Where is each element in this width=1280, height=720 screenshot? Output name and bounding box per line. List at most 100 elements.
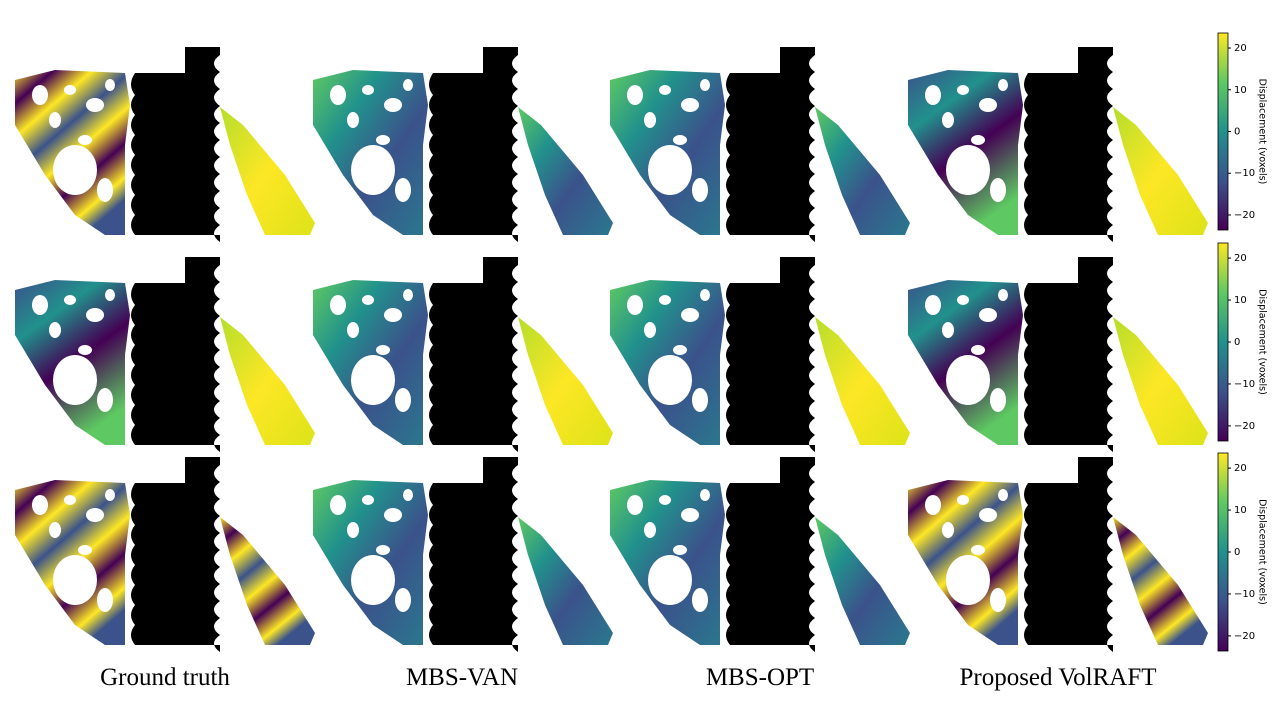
pore [700, 489, 710, 501]
pore [347, 322, 359, 338]
pore [362, 495, 374, 505]
pore [925, 85, 941, 105]
pore [49, 522, 61, 538]
pore [957, 495, 969, 505]
bone-right [220, 317, 315, 445]
bone-right [815, 107, 910, 235]
tick-label: 10 [1234, 505, 1247, 516]
tick-label: −10 [1234, 168, 1255, 179]
image-panel [610, 47, 910, 242]
image-panel [908, 257, 1208, 452]
column-label: MBS-VAN [406, 664, 518, 691]
image-panel [610, 457, 910, 652]
bone-right [1113, 107, 1208, 235]
pore [648, 145, 692, 195]
tick-label: −20 [1234, 210, 1255, 221]
pore [700, 79, 710, 91]
pore [97, 588, 113, 612]
bone-right [518, 317, 613, 445]
colorbar-label: Displacement (voxels) [1257, 499, 1268, 605]
pore [78, 545, 92, 555]
implant [429, 457, 518, 652]
pore [659, 295, 671, 305]
image-panel [313, 457, 613, 652]
implant [131, 457, 220, 652]
pore [990, 178, 1006, 202]
pore [644, 322, 656, 338]
pore [946, 145, 990, 195]
implant [1024, 47, 1113, 242]
pore [627, 85, 643, 105]
pore [673, 545, 687, 555]
pore [384, 98, 402, 112]
implant [1024, 257, 1113, 452]
image-panel [15, 257, 315, 452]
pore [330, 295, 346, 315]
tick-label: 0 [1234, 547, 1240, 558]
pore [942, 112, 954, 128]
pore [627, 495, 643, 515]
pore [97, 178, 113, 202]
implant [429, 47, 518, 242]
pore [673, 135, 687, 145]
bone-right [1113, 317, 1208, 445]
pore [659, 495, 671, 505]
tick-label: 0 [1234, 337, 1240, 348]
pore [376, 135, 390, 145]
implant [131, 47, 220, 242]
implant [429, 257, 518, 452]
pore [659, 85, 671, 95]
pore [648, 355, 692, 405]
pore [330, 85, 346, 105]
pore [384, 308, 402, 322]
column-label: MBS-OPT [706, 664, 814, 691]
pore [998, 79, 1008, 91]
pore [86, 308, 104, 322]
pore [97, 388, 113, 412]
pore [957, 295, 969, 305]
pore [351, 145, 395, 195]
pore [403, 79, 413, 91]
pore [105, 289, 115, 301]
pore [971, 345, 985, 355]
image-panel [15, 457, 315, 652]
column-label: Proposed VolRAFT [959, 664, 1156, 691]
pore [692, 388, 708, 412]
pore [673, 345, 687, 355]
pore [78, 345, 92, 355]
tick-label: 0 [1234, 127, 1240, 138]
pore [942, 322, 954, 338]
image-panel [610, 257, 910, 452]
pore [990, 588, 1006, 612]
pore [32, 495, 48, 515]
pore [395, 388, 411, 412]
pore [692, 588, 708, 612]
pore [644, 112, 656, 128]
pore [351, 355, 395, 405]
pore [49, 322, 61, 338]
pore [53, 355, 97, 405]
pore [627, 295, 643, 315]
pore [105, 79, 115, 91]
pore [347, 112, 359, 128]
pore [692, 178, 708, 202]
bone-right [518, 107, 613, 235]
pore [64, 495, 76, 505]
colorbar-label: Displacement (voxels) [1257, 79, 1268, 185]
pore [998, 489, 1008, 501]
bone-right [1113, 517, 1208, 645]
bone-right [220, 107, 315, 235]
colorbar [1217, 452, 1229, 652]
pore [681, 508, 699, 522]
bone-right [518, 517, 613, 645]
image-panel [313, 257, 613, 452]
pore [971, 545, 985, 555]
pore [53, 555, 97, 605]
pore [403, 289, 413, 301]
column-label: Ground truth [100, 664, 230, 691]
bone-right [815, 517, 910, 645]
tick-label: 20 [1234, 463, 1247, 474]
pore [86, 508, 104, 522]
pore [32, 85, 48, 105]
